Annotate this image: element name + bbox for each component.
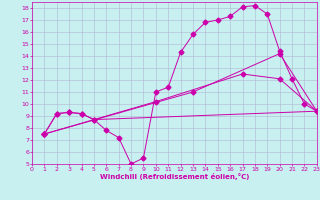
X-axis label: Windchill (Refroidissement éolien,°C): Windchill (Refroidissement éolien,°C) [100,173,249,180]
